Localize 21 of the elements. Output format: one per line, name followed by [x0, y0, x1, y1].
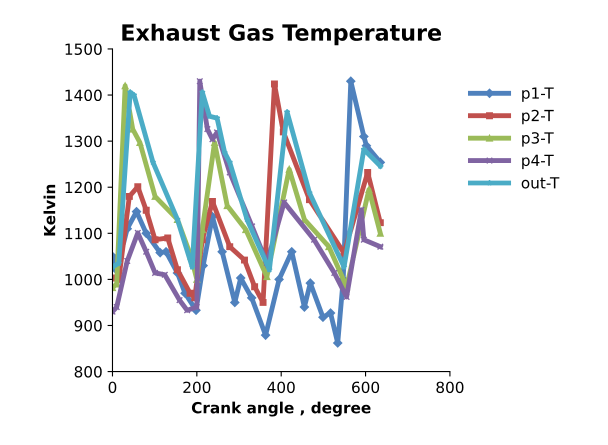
x-axis-title: Crank angle , degree	[192, 402, 370, 417]
legend-label: p4-T	[522, 154, 554, 170]
legend-label: p3-T	[522, 132, 554, 147]
y-tick-label: 1400	[66, 90, 102, 102]
y-tick-label: 1000	[66, 274, 102, 286]
legend-label: out-T	[522, 177, 560, 189]
legend-label: p2-T	[522, 110, 554, 124]
x-tick-label: 800	[436, 382, 464, 394]
legend-label: p1-T	[522, 88, 554, 102]
y-tick-label: 1100	[66, 228, 102, 240]
y-tick-label: 1200	[66, 182, 102, 194]
y-axis-title: Kelvin	[44, 184, 56, 236]
y-tick-label: 900	[74, 320, 102, 332]
chart-title: Exhaust Gas Temperature	[122, 24, 442, 46]
y-tick-label: 1300	[66, 136, 102, 148]
x-tick-label: 0	[108, 382, 116, 394]
x-tick-label: 200	[183, 382, 210, 394]
y-tick-label: 1500	[66, 43, 102, 55]
x-tick-label: 600	[352, 382, 380, 394]
y-tick-label: 800	[74, 366, 102, 378]
x-tick-label: 400	[267, 382, 295, 394]
